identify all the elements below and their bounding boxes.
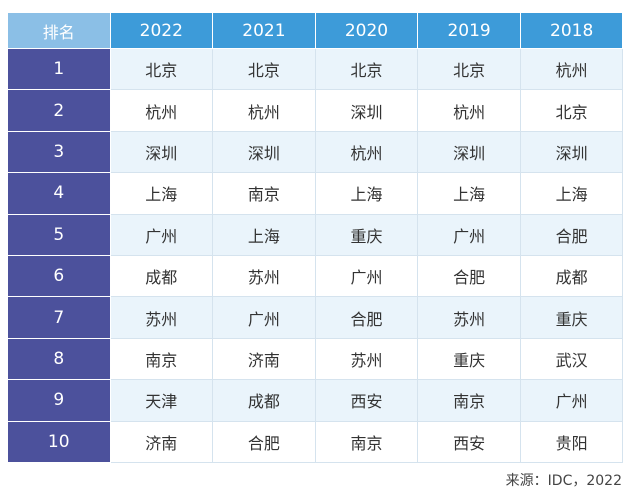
city-cell: 北京 [110, 48, 214, 91]
city-cell: 天津 [110, 379, 214, 422]
city-cell: 武汉 [520, 338, 624, 381]
city-cell: 重庆 [315, 214, 419, 256]
city-cell: 合肥 [315, 296, 419, 339]
city-cell: 深圳 [315, 89, 419, 132]
year-column-header: 2021 [212, 13, 316, 49]
city-cell: 合肥 [417, 255, 521, 298]
city-cell: 成都 [212, 379, 316, 422]
city-cell: 重庆 [417, 338, 521, 381]
city-cell: 西安 [417, 421, 521, 463]
year-column-header: 2019 [417, 13, 521, 49]
city-cell: 重庆 [520, 296, 624, 339]
city-cell: 上海 [315, 172, 419, 215]
city-cell: 贵阳 [520, 421, 624, 463]
rank-cell: 2 [8, 89, 111, 132]
city-cell: 苏州 [212, 255, 316, 298]
city-cell: 广州 [520, 379, 624, 422]
city-cell: 北京 [417, 48, 521, 91]
year-column-header: 2020 [315, 13, 419, 49]
rank-cell: 3 [8, 131, 111, 174]
table-row: 7 苏州 广州 合肥 苏州 重庆 [8, 296, 624, 339]
rank-column-header: 排名 [8, 13, 111, 49]
table-row: 10 济南 合肥 南京 西安 贵阳 [8, 421, 624, 463]
city-ranking-table: 排名 2022 2021 2020 2019 2018 1 北京 北京 北京 北京 杭州 2… [8, 13, 624, 463]
city-cell: 上海 [520, 172, 624, 215]
city-cell: 南京 [212, 172, 316, 215]
city-cell: 苏州 [417, 296, 521, 339]
table-row: 3 深圳 深圳 杭州 深圳 深圳 [8, 131, 624, 174]
rank-cell: 7 [8, 296, 111, 339]
city-cell: 西安 [315, 379, 419, 422]
city-cell: 北京 [212, 48, 316, 91]
ranking-table-container: 排名 2022 2021 2020 2019 2018 1 北京 北京 北京 北京 杭州 2… [8, 13, 624, 463]
table-row: 9 天津 成都 西安 南京 广州 [8, 379, 624, 422]
table-row: 2 杭州 杭州 深圳 杭州 北京 [8, 89, 624, 132]
city-cell: 上海 [110, 172, 214, 215]
source-note: 来源：IDC，2022 [505, 473, 622, 489]
table-row: 4 上海 南京 上海 上海 上海 [8, 172, 624, 215]
city-cell: 广州 [212, 296, 316, 339]
rank-cell: 8 [8, 338, 111, 381]
city-cell: 成都 [110, 255, 214, 298]
city-cell: 苏州 [110, 296, 214, 339]
rank-cell: 1 [8, 48, 111, 91]
city-cell: 杭州 [520, 48, 624, 91]
rank-cell: 6 [8, 255, 111, 298]
city-cell: 深圳 [110, 131, 214, 174]
table-row: 8 南京 济南 苏州 重庆 武汉 [8, 338, 624, 381]
rank-cell: 4 [8, 172, 111, 215]
city-cell: 北京 [520, 89, 624, 132]
table-header-row: 排名 2022 2021 2020 2019 2018 [8, 13, 624, 49]
city-cell: 南京 [110, 338, 214, 381]
city-cell: 成都 [520, 255, 624, 298]
city-cell: 杭州 [417, 89, 521, 132]
city-cell: 深圳 [212, 131, 316, 174]
city-cell: 杭州 [110, 89, 214, 132]
city-cell: 合肥 [212, 421, 316, 463]
city-cell: 南京 [417, 379, 521, 422]
city-cell: 济南 [110, 421, 214, 463]
city-cell: 广州 [110, 214, 214, 256]
table-row: 1 北京 北京 北京 北京 杭州 [8, 48, 624, 91]
rank-cell: 5 [8, 214, 111, 256]
city-cell: 深圳 [520, 131, 624, 174]
table-row: 5 广州 上海 重庆 广州 合肥 [8, 214, 624, 256]
year-column-header: 2022 [110, 13, 214, 49]
city-cell: 广州 [417, 214, 521, 256]
table-row: 6 成都 苏州 广州 合肥 成都 [8, 255, 624, 298]
city-cell: 苏州 [315, 338, 419, 381]
rank-cell: 10 [8, 421, 111, 463]
rank-cell: 9 [8, 379, 111, 422]
city-cell: 广州 [315, 255, 419, 298]
year-column-header: 2018 [520, 13, 624, 49]
city-cell: 上海 [417, 172, 521, 215]
city-cell: 杭州 [315, 131, 419, 174]
city-cell: 北京 [315, 48, 419, 91]
city-cell: 南京 [315, 421, 419, 463]
city-cell: 深圳 [417, 131, 521, 174]
city-cell: 济南 [212, 338, 316, 381]
city-cell: 杭州 [212, 89, 316, 132]
city-cell: 合肥 [520, 214, 624, 256]
city-cell: 上海 [212, 214, 316, 256]
